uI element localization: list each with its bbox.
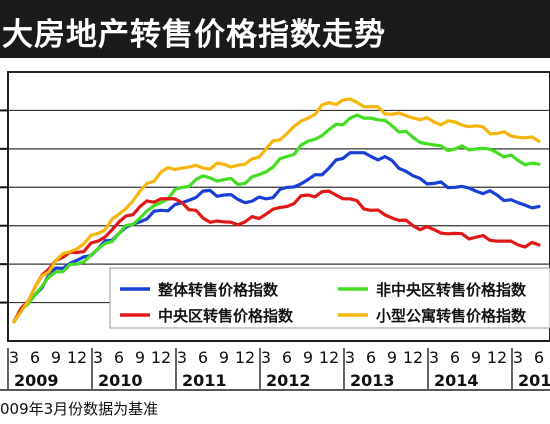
legend-label: 非中央区转售价格指数: [376, 281, 527, 299]
title-bar: 大房地产转售价格指数走势: [0, 0, 550, 58]
x-year-label: 2012: [266, 371, 311, 390]
x-year-label: 2014: [434, 371, 479, 390]
x-tick-label: 12: [235, 348, 255, 367]
x-year-label: 2013: [350, 371, 395, 390]
series-line: [12, 113, 541, 324]
x-tick-label: 9: [219, 348, 229, 367]
x-tick-label: 3: [9, 348, 19, 367]
x-tick-label: 9: [51, 348, 61, 367]
x-tick-label: 9: [471, 348, 481, 367]
x-tick-label: 12: [403, 348, 423, 367]
series-line: [12, 189, 541, 324]
x-tick-label: 6: [114, 348, 124, 367]
legend-label: 整体转售价格指数: [158, 281, 279, 299]
x-tick-label: 3: [261, 348, 271, 367]
x-tick-label: 6: [534, 348, 544, 367]
legend-label: 中央区转售价格指数: [158, 307, 294, 325]
x-year-label: 2015: [518, 371, 550, 390]
x-tick-label: 3: [93, 348, 103, 367]
x-tick-label: 3: [429, 348, 439, 367]
x-year-label: 2009: [14, 371, 59, 390]
x-tick-label: 3: [345, 348, 355, 367]
x-tick-label: 3: [177, 348, 187, 367]
legend-box: [109, 267, 550, 329]
x-tick-label: 6: [30, 348, 40, 367]
x-tick-label: 6: [282, 348, 292, 367]
x-tick-label: 12: [319, 348, 339, 367]
x-tick-label: 3: [513, 348, 523, 367]
x-tick-label: 9: [387, 348, 397, 367]
x-tick-label: 6: [450, 348, 460, 367]
x-tick-label: 12: [151, 348, 171, 367]
footnote: 009年3月份数据为基准: [0, 400, 159, 418]
chart-title: 大房地产转售价格指数走势: [2, 17, 386, 53]
x-tick-label: 6: [198, 348, 208, 367]
x-tick-label: 9: [303, 348, 313, 367]
x-tick-label: 12: [487, 348, 507, 367]
x-tick-label: 12: [67, 348, 87, 367]
x-tick-label: 6: [366, 348, 376, 367]
x-year-label: 2011: [182, 371, 227, 390]
legend-label: 小型公寓转售价格指数: [376, 307, 527, 325]
series-line: [12, 97, 541, 324]
x-tick-label: 9: [135, 348, 145, 367]
x-year-label: 2010: [98, 371, 143, 390]
